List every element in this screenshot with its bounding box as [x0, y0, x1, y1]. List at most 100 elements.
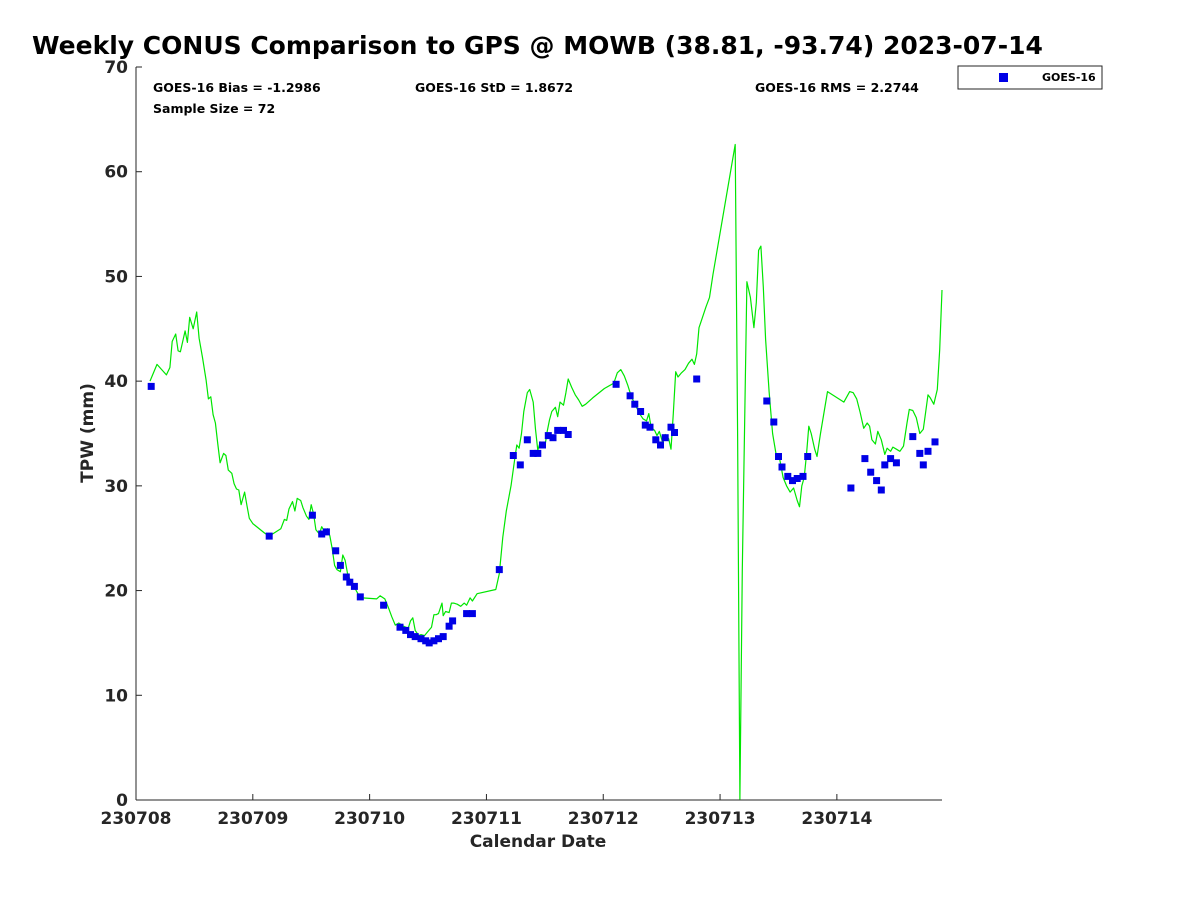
legend: GOES-16	[957, 65, 1103, 90]
goes16-point	[346, 578, 354, 586]
x-axis-ticks: 230708 230709 230710 230711 230712 230713 2307…	[101, 794, 873, 829]
goes16-point	[322, 528, 330, 536]
goes16-point	[509, 452, 517, 459]
goes16-point	[799, 472, 807, 480]
y-tick-label: 40	[104, 372, 128, 392]
x-tick-label: 230709	[217, 809, 288, 829]
legend-box	[957, 65, 1103, 90]
goes16-point	[396, 623, 404, 631]
goes16-point	[407, 631, 414, 639]
x-tick-label: 230710	[334, 809, 405, 829]
goes16-point	[873, 477, 881, 485]
goes16-point	[916, 449, 924, 457]
goes16-point	[516, 461, 524, 469]
goes16-point	[350, 582, 358, 590]
goes16-point	[544, 432, 552, 440]
goes16-point	[425, 639, 433, 647]
goes16-point	[877, 486, 885, 494]
goes16-point	[495, 566, 503, 574]
y-tick-label: 50	[104, 267, 128, 287]
goes16-point	[892, 459, 900, 467]
x-tick-label: 230714	[801, 809, 872, 829]
goes16-point	[463, 610, 471, 618]
y-axis-ticks: 0 10 20 30 40 50 60 70	[104, 58, 142, 811]
goes16-point	[652, 436, 660, 444]
stats-annotations: GOES-16 Bias = -1.2986 GOES-16 StD = 1.8…	[153, 80, 919, 116]
goes16-point	[435, 635, 442, 643]
goes16-point	[881, 461, 889, 469]
x-tick-label: 230711	[451, 809, 522, 829]
sample-size-annotation: Sample Size = 72	[153, 101, 275, 116]
goes16-point	[147, 382, 155, 390]
x-axis-label: Calendar Date	[470, 832, 607, 852]
goes16-point	[417, 635, 425, 643]
goes16-point	[534, 449, 542, 457]
goes16-point	[626, 392, 634, 400]
goes16-point	[931, 438, 939, 446]
legend-marker	[999, 73, 1008, 82]
x-tick-label: 230712	[568, 809, 639, 829]
goes16-point	[402, 626, 410, 634]
y-tick-label: 20	[104, 582, 128, 602]
plot-area	[135, 67, 942, 801]
goes16-point	[445, 622, 453, 630]
goes16-point	[523, 436, 531, 444]
goes16-point	[778, 463, 786, 471]
goes16-point	[631, 400, 639, 408]
goes16-point	[439, 633, 447, 641]
goes16-point	[342, 573, 350, 581]
goes16-point	[637, 408, 645, 415]
goes16-point	[380, 601, 388, 609]
goes16-point	[641, 421, 649, 429]
goes16-point	[318, 530, 326, 538]
goes16-point	[646, 423, 654, 431]
goes16-point	[887, 455, 895, 463]
goes16-point	[468, 610, 476, 618]
goes16-point	[775, 453, 782, 460]
goes16-point	[411, 633, 419, 641]
goes16-point	[693, 375, 701, 383]
gps-tpw-line	[149, 143, 943, 800]
goes16-point	[430, 637, 438, 645]
x-tick-label: 230713	[685, 809, 756, 829]
goes16-point	[909, 433, 917, 441]
goes16-point	[554, 426, 562, 434]
goes16-point	[804, 453, 812, 460]
goes16-point	[861, 455, 869, 463]
chart-title: Weekly CONUS Comparison to GPS @ MOWB (3…	[32, 31, 1043, 60]
goes16-point	[770, 418, 778, 426]
goes16-point	[564, 431, 572, 438]
goes16-point	[919, 461, 927, 469]
bias-annotation: GOES-16 Bias = -1.2986	[153, 80, 321, 95]
y-tick-label: 0	[116, 791, 128, 811]
y-tick-label: 60	[104, 163, 128, 183]
goes16-point	[657, 441, 664, 449]
goes16-point	[449, 617, 457, 625]
goes16-point	[847, 484, 855, 492]
goes16-point	[789, 477, 796, 485]
goes16-point	[549, 434, 557, 442]
goes16-point	[529, 449, 537, 457]
x-tick-label: 230708	[101, 809, 172, 829]
y-tick-label: 10	[104, 686, 128, 706]
y-tick-label: 30	[104, 477, 128, 497]
goes16-point	[265, 532, 273, 540]
std-annotation: GOES-16 StD = 1.8672	[415, 80, 573, 95]
series-layer	[147, 143, 943, 800]
goes16-point	[308, 511, 316, 519]
goes16-point	[793, 475, 801, 482]
goes16-point	[560, 426, 567, 434]
goes16-point	[867, 468, 875, 476]
goes16-point	[612, 380, 620, 388]
goes16-point	[661, 434, 669, 442]
rms-annotation: GOES-16 RMS = 2.2744	[755, 80, 919, 95]
goes16-point	[671, 429, 678, 436]
goes16-point	[763, 397, 771, 405]
goes16-point	[336, 561, 344, 569]
goes16-point	[924, 447, 932, 455]
goes16-point	[539, 441, 546, 449]
goes16-point	[784, 472, 792, 480]
y-tick-label: 70	[104, 58, 128, 78]
goes16-point	[667, 423, 675, 431]
